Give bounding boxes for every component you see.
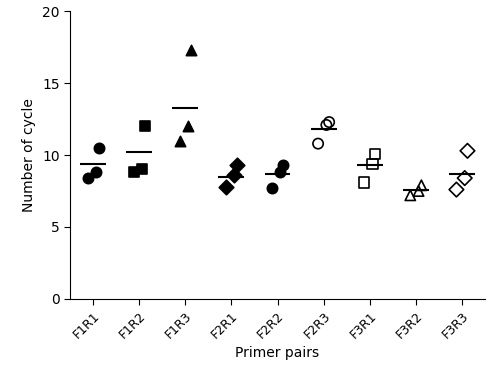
Point	[360, 179, 368, 185]
Point	[187, 47, 195, 53]
Point	[276, 169, 284, 175]
Point	[452, 187, 460, 193]
Point	[325, 119, 333, 125]
Point	[368, 161, 376, 167]
Point	[406, 192, 414, 198]
Point	[268, 185, 276, 191]
Y-axis label: Number of cycle: Number of cycle	[22, 98, 36, 212]
Point	[460, 175, 468, 181]
Point	[279, 162, 287, 168]
Point	[184, 123, 192, 129]
Point	[418, 182, 426, 188]
Point	[233, 162, 241, 168]
Point	[84, 175, 92, 181]
Point	[138, 166, 146, 172]
Point	[92, 169, 100, 175]
Point	[94, 145, 102, 151]
Point	[464, 148, 471, 154]
Point	[140, 123, 148, 129]
Point	[176, 137, 184, 144]
Point	[314, 141, 322, 147]
Point	[230, 172, 238, 178]
Point	[372, 151, 380, 157]
Point	[222, 184, 230, 190]
X-axis label: Primer pairs: Primer pairs	[236, 346, 320, 360]
Point	[130, 169, 138, 175]
Point	[322, 122, 330, 128]
Point	[414, 188, 422, 194]
